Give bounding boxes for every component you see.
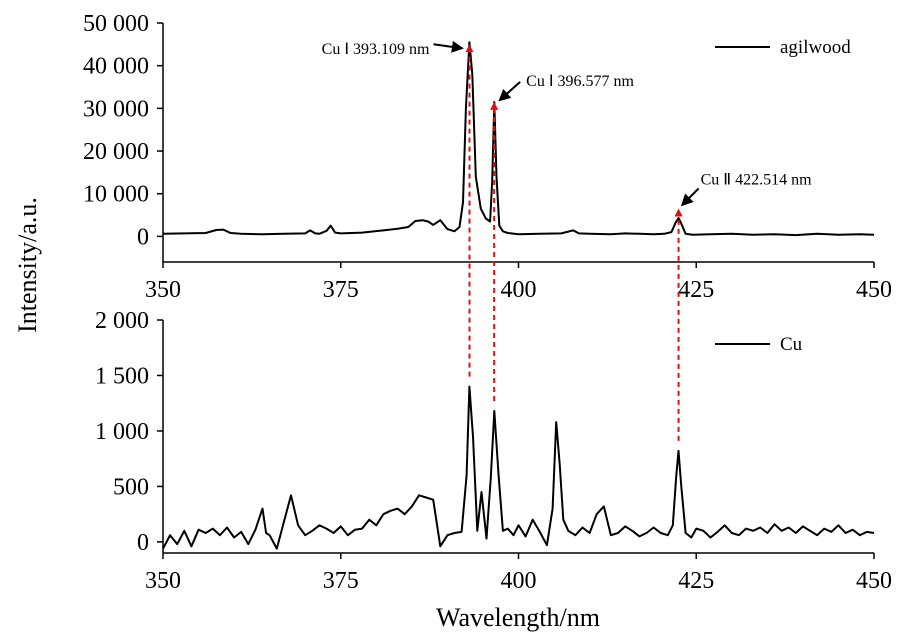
x-tick-label: 350: [145, 568, 181, 594]
peak-connectors: Cu Ⅰ 393.109 nm Cu Ⅰ 396.577 nm Cu Ⅱ 422.5…: [322, 40, 813, 441]
x-tick-label: 450: [856, 568, 892, 594]
top-panel: 0 10 000 20 000 30 000 40 000 50 000 350 375 400…: [83, 11, 892, 303]
y-tick-label: 2 000: [95, 308, 149, 334]
annotation-arrow: [680, 187, 700, 207]
annotation-arrow: [498, 81, 521, 102]
y-tick-label: 500: [113, 474, 149, 500]
series-line-Cu: [162, 385, 875, 550]
annotation-arrow: [433, 40, 464, 53]
x-tick-label: 450: [856, 277, 892, 303]
y-tick-label: 10 000: [83, 182, 149, 208]
y-axis-title: Intensity/a.u.: [13, 197, 42, 333]
x-tick-label: 375: [323, 568, 359, 594]
y-tick-label: 0: [137, 530, 149, 556]
legend-label: agilwood: [780, 37, 851, 58]
x-tick-label: 375: [323, 277, 359, 303]
y-tick-label: 30 000: [83, 96, 149, 122]
peak-annotation: Cu Ⅱ 422.514 nm: [701, 172, 813, 189]
y-tick-label: 40 000: [83, 54, 149, 80]
y-tick-label: 1 000: [95, 419, 149, 445]
x-tick-label: 400: [501, 277, 537, 303]
bottom-panel: 0 500 1 000 1 500 2 000 350 375 400 425 450 Cu: [95, 308, 892, 594]
x-tick-label: 425: [678, 568, 714, 594]
series-line-agilwood: [162, 41, 875, 237]
x-tick-label: 425: [678, 277, 714, 303]
x-tick-label: 350: [145, 277, 181, 303]
y-tick-label: 50 000: [83, 11, 149, 37]
y-tick-label: 1 500: [95, 363, 149, 389]
peak-annotation: Cu Ⅰ 393.109 nm: [322, 41, 430, 58]
y-tick-label: 0: [137, 224, 149, 250]
x-axis-title: Wavelength/nm: [436, 603, 600, 632]
x-tick-label: 400: [501, 568, 537, 594]
y-tick-label: 20 000: [83, 139, 149, 165]
legend-label: Cu: [780, 334, 803, 355]
peak-annotation: Cu Ⅰ 396.577 nm: [526, 73, 634, 90]
